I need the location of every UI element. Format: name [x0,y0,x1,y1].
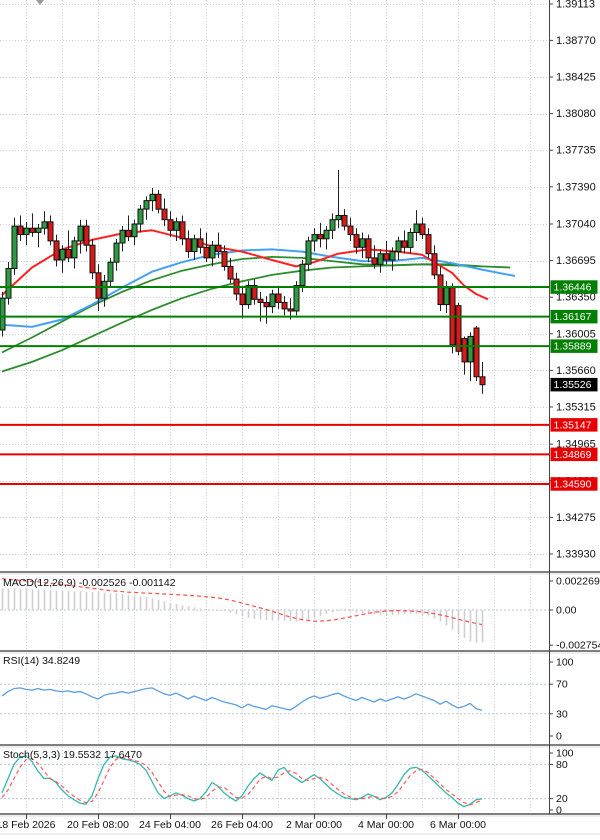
date-tick-label: 18 Feb 2026 [0,819,56,831]
chart-shift-marker [36,0,44,5]
stoch-tick-label: 80 [556,759,568,771]
rsi-tick-label: 0 [556,731,562,743]
svg-text:1.34590: 1.34590 [554,478,592,490]
support-price-badge [550,339,598,353]
date-tick-label: 2 Mar 00:00 [286,819,342,831]
rsi-tick-label: 100 [556,657,574,669]
macd-signal-line [1,578,483,626]
support-price-badge [550,280,598,294]
candles [0,169,486,394]
target-price-badge [550,418,598,432]
stoch-indicator-label: Stoch(5,3,3) 19.5532 17.6470 [3,749,142,761]
time-axis[interactable]: 18 Feb 2026 20 Feb 08:00 24 Feb 04:00 26 Fe… [0,814,486,831]
macd-panel [1,578,484,643]
svg-text:1.35889: 1.35889 [554,341,592,353]
svg-text:1.35147: 1.35147 [554,419,592,431]
price-tick-label: 1.38080 [556,108,596,120]
price-tick-label: 1.35315 [556,402,596,414]
macd-tick-label: -0.002754 [556,640,600,652]
price-badges: 1.36446 1.36167 1.35889 1.35147 1.34869 1.345… [550,280,598,491]
price-tick-label: 1.38770 [556,35,596,47]
price-tick-label: 1.33930 [556,549,596,561]
svg-text:1.36167: 1.36167 [554,311,592,323]
price-axis[interactable]: 1.39113 1.38770 1.38425 1.38080 1.37735 1.373… [549,0,596,814]
rsi-tick-label: 30 [556,708,568,720]
date-tick-label: 20 Feb 08:00 [67,819,129,831]
price-tick-label: 1.37040 [556,219,596,231]
stoch-tick-label: 100 [556,748,574,760]
rsi-indicator-label: RSI(14) 34.8249 [3,655,81,667]
price-tick-label: 1.38425 [556,72,596,84]
date-tick-label: 4 Mar 00:00 [358,819,414,831]
price-tick-label: 1.35660 [556,365,596,377]
price-tick-label: 1.34275 [556,512,596,524]
date-tick-label: 24 Feb 04:00 [139,819,201,831]
macd-indicator-label: MACD(12,26,9) -0.002526 -0.001142 [3,577,176,589]
stoch-tick-label: 20 [556,793,568,805]
rsi-tick-label: 70 [556,679,568,691]
target-price-badge [550,477,598,491]
macd-tick-label: 0.00 [556,605,577,617]
current-price-badge [550,377,598,392]
price-tick-label: 1.36695 [556,255,596,267]
price-tick-label: 1.39113 [556,0,595,11]
date-tick-label: 26 Feb 04:00 [211,819,273,831]
svg-text:1.36446: 1.36446 [554,282,592,294]
price-tick-label: 1.37735 [556,145,596,157]
target-price-badge [550,447,598,462]
stoch-tick-label: 0 [556,805,562,817]
grid-lines [0,0,549,812]
stoch-d-line [1,756,483,806]
price-tick-label: 1.36005 [556,328,596,340]
ma-red-line [1,229,489,301]
svg-text:1.34869: 1.34869 [554,449,592,461]
macd-tick-label: 0.002269 [556,576,600,588]
stoch-k-line [1,755,483,808]
level-lines[interactable] [0,286,549,485]
date-tick-label: 6 Mar 00:00 [430,819,486,831]
rsi-line [1,687,483,711]
svg-text:1.35526: 1.35526 [554,379,592,391]
price-tick-label: 1.37390 [556,181,596,193]
price-tick-label: 1.36350 [556,292,596,304]
ma-green-fast-line [1,255,511,354]
support-price-badge [550,309,598,324]
